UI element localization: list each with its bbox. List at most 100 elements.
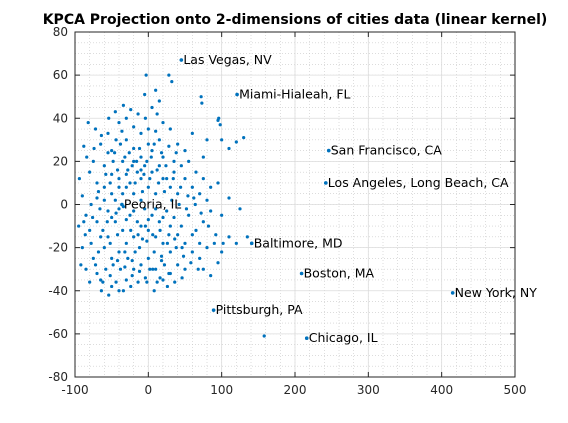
data-point: [143, 116, 147, 120]
data-point: [217, 116, 221, 120]
data-point: [104, 172, 108, 176]
data-point: [117, 207, 121, 211]
data-point: [77, 224, 81, 228]
x-tick-label: 0: [145, 383, 153, 397]
data-point: [168, 127, 172, 131]
data-point: [146, 217, 150, 222]
data-point: [106, 151, 110, 155]
data-point: [126, 168, 130, 172]
data-point: [130, 274, 134, 278]
data-point: [186, 194, 190, 198]
annotation-label: San Francisco, CA: [331, 143, 443, 158]
data-point: [152, 250, 156, 254]
data-point: [115, 233, 120, 237]
data-point: [171, 177, 175, 181]
data-point: [161, 155, 165, 159]
data-point: [118, 142, 123, 146]
data-point: [98, 207, 102, 211]
data-point: [91, 256, 95, 261]
data-point: [148, 177, 152, 181]
data-point: [154, 192, 158, 196]
data-point: [146, 256, 150, 261]
data-point: [238, 207, 242, 211]
data-point: [161, 177, 165, 181]
data-point: [154, 267, 158, 271]
data-point: [115, 168, 120, 172]
data-point: [136, 280, 140, 284]
data-point: [221, 241, 225, 245]
data-point: [179, 164, 183, 168]
data-point: [176, 192, 180, 196]
data-point: [174, 246, 178, 250]
data-point: [111, 263, 115, 267]
data-point: [110, 215, 114, 220]
data-point: [146, 185, 150, 189]
data-point: [95, 271, 99, 276]
data-point: [201, 267, 205, 271]
data-point: [227, 196, 231, 200]
data-point: [124, 278, 128, 282]
data-point: [172, 170, 176, 174]
data-point: [121, 103, 125, 107]
data-point: [86, 120, 90, 125]
data-point: [130, 258, 134, 263]
data-point: [200, 101, 204, 105]
annotated-point: [179, 58, 184, 62]
data-point: [110, 148, 114, 153]
annotated-point: [324, 181, 328, 185]
data-point: [143, 207, 147, 211]
data-point: [121, 228, 125, 232]
data-point: [220, 138, 224, 142]
data-point: [93, 263, 98, 267]
data-point: [167, 271, 171, 276]
data-point: [108, 241, 112, 245]
data-point: [113, 110, 117, 114]
data-point: [220, 213, 224, 217]
data-point: [117, 177, 121, 181]
data-point: [121, 192, 125, 196]
annotation-label: Pittsburgh, PA: [216, 302, 303, 317]
data-point: [190, 131, 194, 135]
data-point: [187, 159, 191, 163]
data-point: [176, 142, 180, 146]
data-point: [212, 241, 216, 245]
x-tick-labels: -100 0 100 200 300 400 500: [61, 383, 526, 397]
data-point: [135, 159, 139, 163]
data-point: [177, 202, 181, 207]
data-point: [106, 131, 110, 135]
data-point: [187, 213, 191, 217]
data-point: [194, 170, 198, 174]
data-point: [129, 228, 133, 232]
data-point: [161, 215, 165, 220]
data-point: [133, 250, 137, 254]
data-point: [205, 246, 209, 250]
data-point: [152, 142, 156, 146]
data-point: [102, 198, 106, 202]
data-point: [88, 228, 92, 232]
data-point: [227, 235, 231, 239]
data-point: [172, 215, 176, 220]
data-point: [167, 144, 171, 148]
data-point: [132, 235, 136, 239]
data-point: [102, 185, 106, 189]
data-point: [139, 177, 143, 181]
data-point: [132, 159, 136, 163]
data-point: [114, 280, 118, 284]
data-point: [139, 131, 143, 135]
data-point: [93, 127, 98, 131]
data-point: [143, 92, 147, 97]
data-point: [262, 334, 266, 338]
data-point: [149, 155, 153, 159]
data-point: [85, 155, 89, 159]
data-point: [201, 220, 205, 224]
data-point: [155, 112, 159, 116]
data-point: [129, 108, 133, 112]
data-point: [173, 280, 177, 284]
data-point: [121, 289, 125, 293]
data-point: [99, 289, 103, 293]
data-point: [124, 241, 128, 245]
data-point: [79, 263, 83, 267]
data-point: [157, 220, 161, 224]
data-point: [157, 181, 161, 185]
